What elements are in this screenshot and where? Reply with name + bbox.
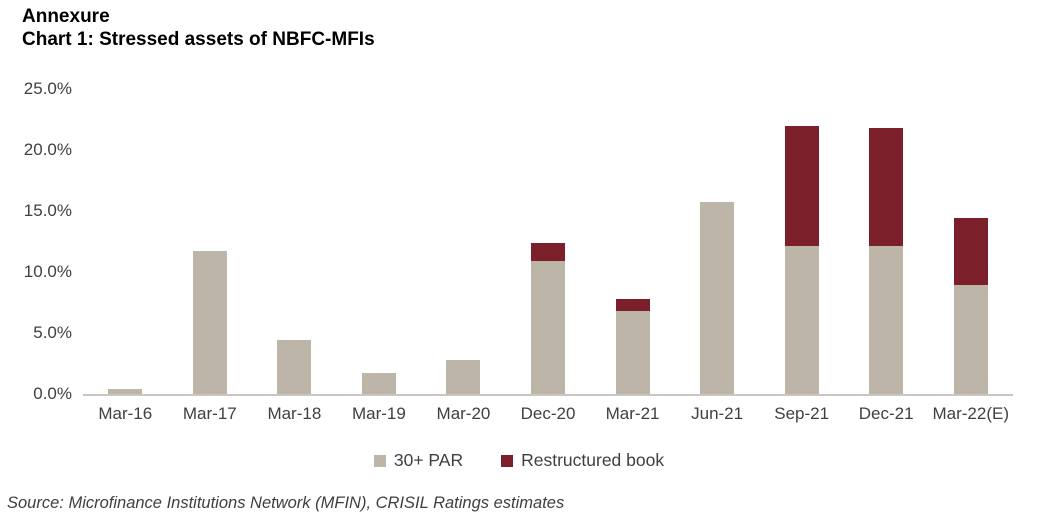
bar-mar-16 bbox=[83, 89, 168, 394]
x-axis-label: Sep-21 bbox=[774, 404, 830, 423]
bar-dec-20 bbox=[506, 89, 591, 394]
y-axis-tick-label: 25.0% bbox=[23, 79, 72, 98]
bar-segment-30-par bbox=[784, 246, 819, 394]
x-axis-label: Jun-21 bbox=[691, 404, 744, 423]
bar-mar-20 bbox=[421, 89, 506, 394]
bar-segment-restructured-book bbox=[869, 128, 904, 247]
bar-segment-restructured-book bbox=[953, 218, 988, 286]
x-axis-label: Mar-20 bbox=[436, 404, 491, 423]
y-axis-tick-label: 10.0% bbox=[23, 262, 72, 281]
bar-mar-22-e bbox=[928, 89, 1013, 394]
x-axis-label: Mar-19 bbox=[351, 404, 406, 423]
y-axis-tick-label: 0.0% bbox=[33, 384, 72, 403]
y-axis-tick-label: 15.0% bbox=[23, 201, 72, 220]
annexure-heading: Annexure bbox=[22, 6, 110, 27]
y-axis-tick-label: 20.0% bbox=[23, 140, 72, 159]
bar-dec-21 bbox=[844, 89, 929, 394]
bar-mar-21 bbox=[590, 89, 675, 394]
bar-segment-restructured-book bbox=[784, 125, 819, 247]
y-axis-tick-label: 5.0% bbox=[33, 323, 72, 342]
legend-swatch-30-par bbox=[373, 454, 386, 467]
x-axis: Mar-16 Mar-17 Mar-18 Mar-19 Mar-20 Dec-20 Mar-… bbox=[83, 404, 1013, 424]
bar-jun-21 bbox=[675, 89, 760, 394]
x-axis-label: Mar-22(E) bbox=[932, 404, 1009, 423]
bar-segment-30-par bbox=[361, 373, 396, 394]
legend-label-30-par: 30+ PAR bbox=[393, 450, 464, 470]
x-axis-label: Mar-17 bbox=[182, 404, 237, 423]
bar-segment-30-par bbox=[108, 389, 143, 394]
bar-segment-30-par bbox=[192, 251, 227, 394]
legend-item-restructured-book: Restructured book bbox=[501, 450, 664, 471]
chart-title: Chart 1: Stressed assets of NBFC-MFIs bbox=[22, 29, 375, 50]
x-axis-label: Mar-18 bbox=[267, 404, 322, 423]
bar-segment-30-par bbox=[869, 246, 904, 394]
bar-segment-30-par bbox=[700, 202, 735, 394]
x-axis-label: Mar-21 bbox=[605, 404, 660, 423]
bar-segment-30-par bbox=[531, 261, 565, 394]
bar-mar-18 bbox=[252, 89, 337, 394]
source-note: Source: Microfinance Institutions Networ… bbox=[7, 494, 565, 512]
x-axis-label: Dec-21 bbox=[858, 404, 914, 423]
bar-sep-21 bbox=[759, 89, 844, 394]
legend-swatch-restructured-book bbox=[501, 454, 514, 467]
bar-segment-30-par bbox=[277, 340, 312, 394]
bar-segment-restructured-book bbox=[615, 298, 650, 312]
legend-item-30-par: 30+ PAR bbox=[373, 450, 464, 471]
chart-legend: 30+ PAR Restructured book bbox=[0, 450, 1038, 471]
bar-segment-30-par bbox=[953, 285, 988, 394]
bar-segment-30-par bbox=[446, 359, 481, 394]
x-axis-label: Dec-20 bbox=[520, 404, 576, 423]
bar-mar-19 bbox=[337, 89, 422, 394]
bar-segment-30-par bbox=[615, 311, 650, 394]
legend-label-restructured-book: Restructured book bbox=[521, 450, 665, 470]
chart-header: Annexure Chart 1: Stressed assets of NBF… bbox=[22, 5, 375, 51]
plot-area bbox=[83, 89, 1013, 396]
x-axis-label: Mar-16 bbox=[98, 404, 153, 423]
bar-mar-17 bbox=[168, 89, 253, 394]
bar-segment-restructured-book bbox=[531, 242, 565, 262]
